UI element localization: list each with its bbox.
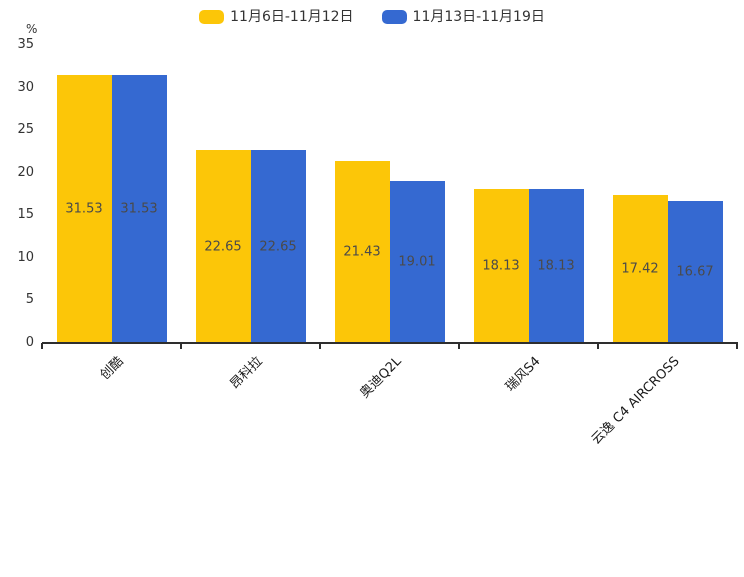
bar-value-label: 31.53 — [65, 201, 103, 217]
bar-瑞风S4-series-0[interactable]: 18.13 — [473, 188, 529, 343]
y-axis-tick-label: 35 — [17, 37, 34, 52]
bar-value-label: 22.65 — [204, 239, 242, 255]
x-axis-tick-mark — [597, 343, 599, 349]
bar-value-label: 16.67 — [676, 264, 714, 280]
legend-swatch-icon — [199, 10, 225, 24]
y-axis-tick-label: 30 — [17, 79, 34, 95]
bar-value-label: 19.01 — [398, 254, 436, 270]
bar-创酷-series-0[interactable]: 31.53 — [56, 74, 112, 343]
x-axis-tick-mark — [180, 343, 182, 349]
x-axis-tick-mark — [458, 343, 460, 349]
x-axis-category-label: 奥迪Q2L — [356, 354, 405, 402]
grouped-bar-chart: 11月6日-11月12日 11月13日-11月19日 % 0 5 10 15 20 25 30… — [0, 8, 744, 448]
y-axis-tick-label: 0 — [25, 335, 34, 350]
bar-云逸 C4 AIRCROSS-series-0[interactable]: 17.42 — [612, 194, 668, 343]
legend-item-series-1[interactable]: 11月13日-11月19日 — [381, 8, 545, 26]
x-axis-category-label: 瑞风S4 — [502, 354, 544, 395]
x-axis-tick-mark — [319, 343, 321, 349]
x-axis-category-label: 昂科拉 — [226, 354, 266, 393]
legend-swatch-icon — [381, 10, 407, 24]
x-axis-tick-mark — [736, 343, 738, 349]
legend-item-series-0[interactable]: 11月6日-11月12日 — [199, 8, 354, 26]
bar-value-label: 31.53 — [120, 201, 158, 217]
bar-value-label: 17.42 — [621, 261, 659, 277]
y-axis-tick-label: 15 — [17, 207, 34, 223]
x-axis-line — [42, 342, 738, 344]
legend: 11月6日-11月12日 11月13日-11月19日 — [0, 8, 744, 26]
bar-奥迪Q2L-series-1[interactable]: 19.01 — [389, 181, 445, 343]
y-axis-tick-label: 5 — [25, 292, 34, 308]
bar-value-label: 21.43 — [343, 244, 381, 260]
x-axis-category-label: 云逸 C4 AIRCROSS — [588, 354, 683, 448]
x-axis-category-label: 创酷 — [97, 354, 127, 384]
bar-昂科拉-series-1[interactable]: 22.65 — [250, 150, 306, 343]
y-axis-unit-label: % — [26, 22, 38, 36]
bar-value-label: 22.65 — [259, 239, 297, 255]
y-axis-tick-label: 25 — [17, 122, 34, 138]
bar-云逸 C4 AIRCROSS-series-1[interactable]: 16.67 — [667, 201, 723, 343]
bar-创酷-series-1[interactable]: 31.53 — [111, 74, 167, 343]
bar-昂科拉-series-0[interactable]: 22.65 — [195, 150, 251, 343]
legend-label: 11月13日-11月19日 — [412, 9, 545, 25]
y-axis-tick-label: 20 — [17, 164, 34, 180]
bar-奥迪Q2L-series-0[interactable]: 21.43 — [334, 160, 390, 343]
x-axis-tick-mark — [41, 343, 43, 349]
bar-value-label: 18.13 — [482, 258, 520, 274]
bar-瑞风S4-series-1[interactable]: 18.13 — [528, 188, 584, 343]
legend-label: 11月6日-11月12日 — [230, 9, 354, 25]
bar-value-label: 18.13 — [537, 258, 575, 274]
y-axis-tick-label: 10 — [17, 249, 34, 265]
